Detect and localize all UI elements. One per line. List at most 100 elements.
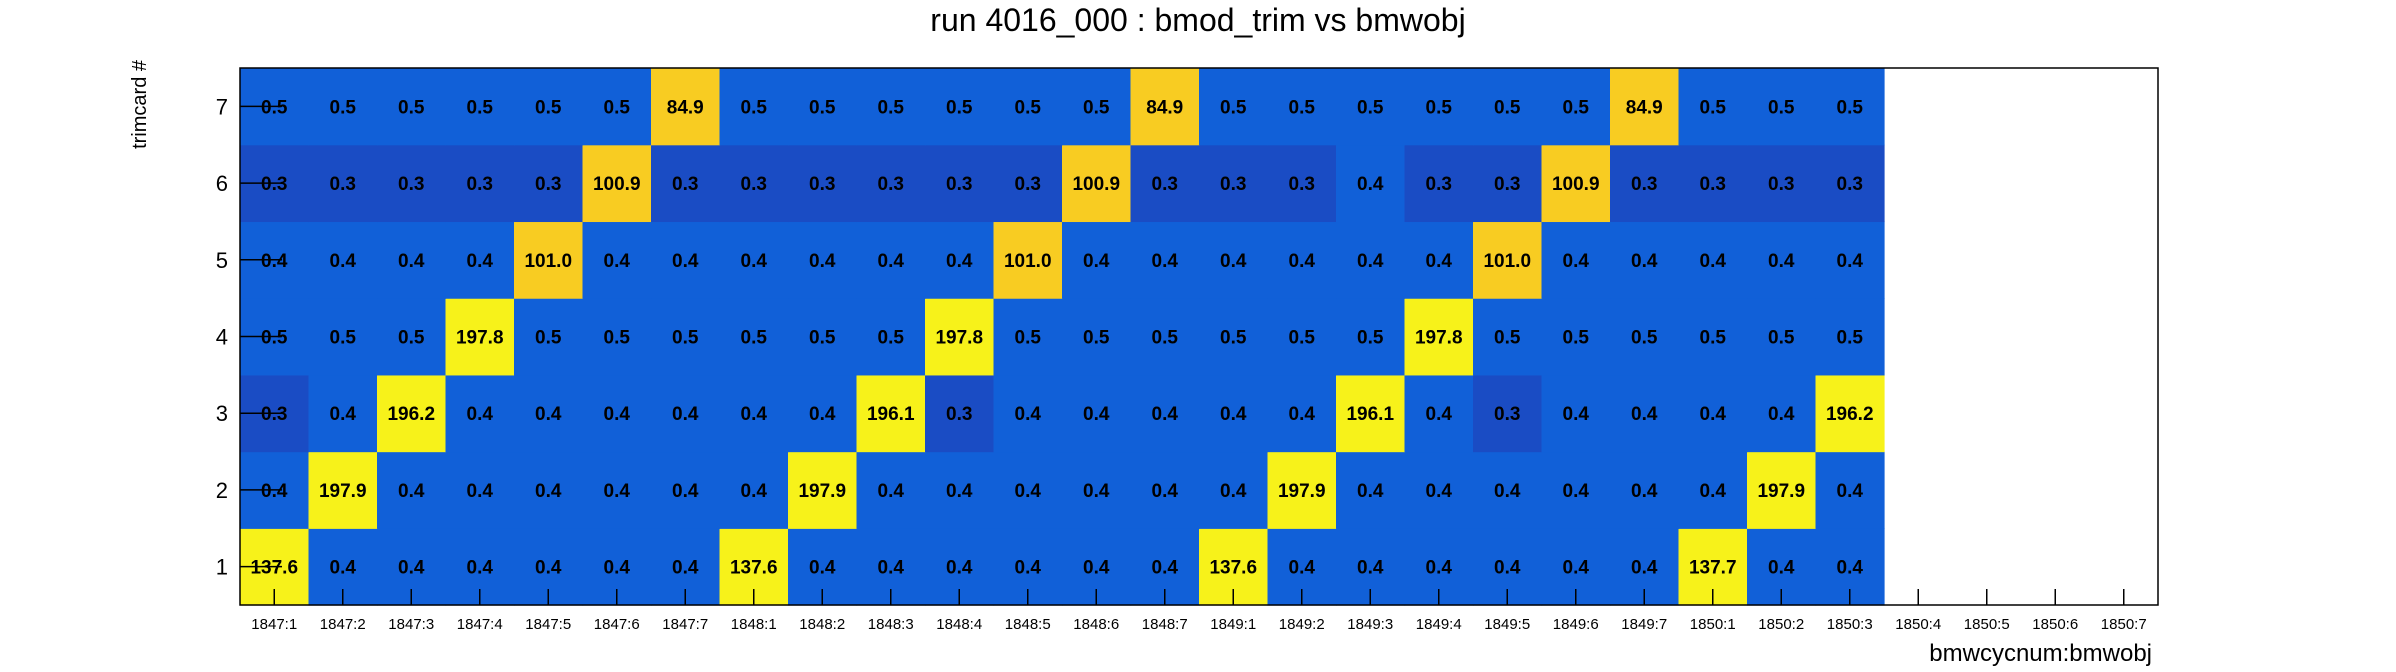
heatmap-cell: [1267, 374, 1337, 453]
cell-value-label: 0.4: [672, 251, 699, 272]
cell-value-label: 100.9: [1552, 174, 1600, 195]
heatmap-cell: [1062, 451, 1132, 529]
cell-value-label: 0.4: [398, 251, 425, 272]
x-tick-label: 1850:1: [1690, 616, 1736, 633]
cell-value-label: 0.3: [1289, 174, 1315, 195]
cell-value-label: 0.4: [1220, 481, 1247, 502]
heatmap-cell: [1610, 221, 1680, 299]
cell-value-label: 0.3: [330, 174, 356, 195]
heatmap-cell: [308, 374, 378, 453]
heatmap-cell: [1610, 298, 1680, 376]
y-tick-label: 3: [216, 401, 228, 426]
heatmap-cell: [445, 68, 515, 146]
heatmap-cell: [582, 221, 652, 299]
cell-value-label: 100.9: [1072, 174, 1120, 195]
cell-value-label: 0.3: [1494, 404, 1520, 425]
cell-value-label: 0.4: [878, 251, 905, 272]
cell-value-label: 0.5: [261, 97, 288, 118]
heatmap-cell: [1062, 68, 1132, 146]
heatmap-cell: [445, 144, 515, 223]
heatmap-cell: [1473, 221, 1543, 299]
x-tick-label: 1850:4: [1895, 616, 1941, 633]
heatmap-cell: [1336, 144, 1406, 223]
heatmap-cell: [308, 451, 378, 529]
cell-value-label: 0.4: [467, 558, 494, 579]
cell-value-label: 0.4: [946, 251, 973, 272]
cell-value-label: 0.4: [1768, 404, 1795, 425]
y-tick-label: 7: [216, 94, 228, 119]
cell-value-label: 0.5: [1700, 97, 1727, 118]
cell-value-label: 0.4: [809, 404, 836, 425]
heatmap-cell: [1404, 298, 1474, 376]
heatmap-cell: [925, 451, 995, 529]
heatmap-cell: [788, 144, 858, 223]
cell-value-label: 0.5: [1220, 97, 1247, 118]
heatmap-cell: [1062, 298, 1132, 376]
cell-value-label: 101.0: [1483, 251, 1531, 272]
heatmap-cell: [514, 144, 584, 223]
heatmap-cell: [1747, 374, 1817, 453]
x-tick-label: 1849:3: [1347, 616, 1393, 633]
cell-value-label: 0.5: [467, 97, 494, 118]
cell-value-label: 0.5: [1426, 97, 1453, 118]
cell-value-label: 0.5: [1015, 97, 1042, 118]
heatmap-cell: [377, 451, 447, 529]
heatmap-cell: [1610, 451, 1680, 529]
cell-value-label: 0.3: [1631, 174, 1657, 195]
x-tick-label: 1849:7: [1621, 616, 1667, 633]
cell-value-label: 0.4: [1631, 481, 1658, 502]
cell-value-label: 84.9: [667, 97, 704, 118]
cell-value-label: 0.5: [878, 328, 905, 349]
heatmap-cell: [1130, 144, 1200, 223]
heatmap-cell: [1130, 374, 1200, 453]
cell-value-label: 0.4: [1837, 251, 1864, 272]
heatmap-cell: [308, 221, 378, 299]
cell-value-label: 0.4: [535, 558, 562, 579]
cell-value-label: 0.4: [1220, 251, 1247, 272]
cell-value-label: 0.3: [741, 174, 767, 195]
cell-value-label: 197.9: [319, 481, 367, 502]
cell-value-label: 0.3: [946, 174, 972, 195]
heatmap-cell: [993, 68, 1063, 146]
heatmap-cell: [1541, 221, 1611, 299]
cell-value-label: 100.9: [593, 174, 641, 195]
heatmap-cell: [514, 451, 584, 529]
heatmap-cell: [1062, 221, 1132, 299]
x-tick-label: 1850:3: [1827, 616, 1873, 633]
heatmap-cell: [1336, 68, 1406, 146]
cell-value-label: 0.5: [1083, 328, 1110, 349]
heatmap-cell: [377, 374, 447, 453]
cell-value-label: 0.5: [946, 97, 973, 118]
heatmap-cell: [377, 144, 447, 223]
x-tick-label: 1848:1: [731, 616, 777, 633]
cell-value-label: 0.4: [1357, 251, 1384, 272]
heatmap-cell: [445, 221, 515, 299]
cell-value-label: 0.5: [1289, 97, 1316, 118]
heatmap-cell: [925, 68, 995, 146]
x-tick-label: 1849:4: [1416, 616, 1462, 633]
heatmap-cell: [651, 144, 721, 223]
heatmap-cell: [514, 68, 584, 146]
heatmap-cell: [1062, 144, 1132, 223]
cell-value-label: 0.4: [1289, 558, 1316, 579]
heatmap-cell: [1267, 298, 1337, 376]
cell-value-label: 0.4: [1768, 251, 1795, 272]
heatmap-cell: [788, 451, 858, 529]
cell-value-label: 0.4: [1357, 174, 1384, 195]
heatmap-cell: [1815, 298, 1885, 376]
cell-value-label: 196.2: [1826, 404, 1874, 425]
cell-value-label: 0.5: [1563, 97, 1590, 118]
heatmap-cell: [1541, 298, 1611, 376]
x-tick-label: 1848:4: [936, 616, 982, 633]
cell-value-label: 0.5: [1768, 328, 1795, 349]
cell-value-label: 0.5: [1837, 328, 1864, 349]
heatmap-cell: [1815, 144, 1885, 223]
cell-value-label: 0.5: [1768, 97, 1795, 118]
cell-value-label: 0.4: [878, 558, 905, 579]
x-tick-label: 1847:4: [457, 616, 503, 633]
heatmap-cell: [1678, 298, 1748, 376]
cell-value-label: 0.3: [672, 174, 698, 195]
cell-value-label: 0.3: [535, 174, 561, 195]
cell-value-label: 0.4: [1083, 251, 1110, 272]
heatmap-cell: [1541, 451, 1611, 529]
